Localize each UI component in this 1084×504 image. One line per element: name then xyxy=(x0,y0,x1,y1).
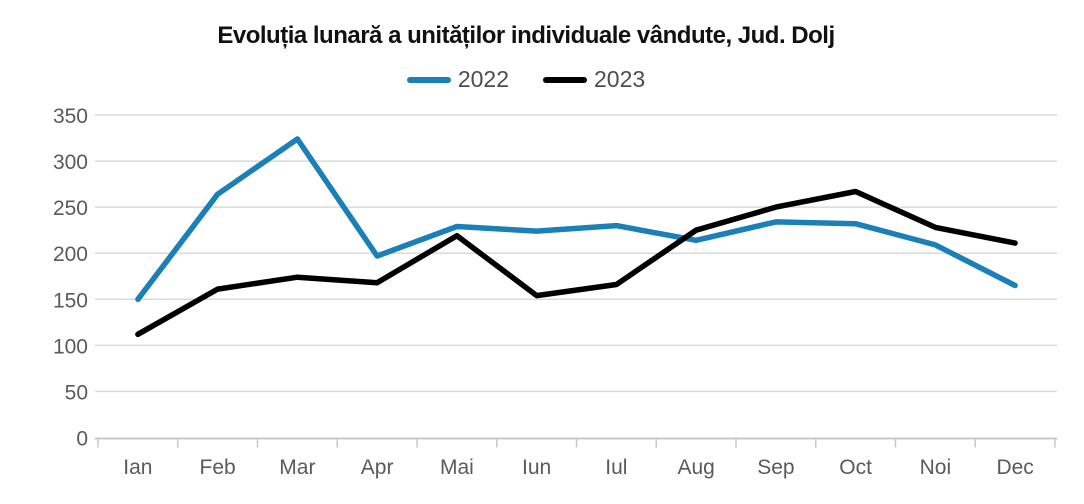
series-line-2022 xyxy=(135,136,1018,303)
y-axis-tick-label: 150 xyxy=(53,289,88,312)
x-axis-tick-label: Dec xyxy=(996,456,1033,479)
y-axis-tick-label: 200 xyxy=(53,243,88,266)
y-axis-tick-label: 0 xyxy=(76,428,88,451)
x-axis-tick-label: Sep xyxy=(757,456,794,479)
y-axis-tick-label: 250 xyxy=(53,197,88,220)
chart-header: Evoluția lunară a unităților individuale… xyxy=(0,0,1052,93)
y-axis-tick-label: 100 xyxy=(53,335,88,358)
chart-title: Evoluția lunară a unităților individuale… xyxy=(217,22,835,49)
y-axis-tick-label: 300 xyxy=(53,151,88,174)
legend-label-2023: 2023 xyxy=(594,66,646,92)
x-axis-tick-label: Oct xyxy=(839,456,872,479)
chart-legend: 2022 2023 xyxy=(0,66,1052,93)
x-axis-tick-label: Feb xyxy=(200,456,236,479)
y-axis-tick-label: 350 xyxy=(53,105,88,128)
legend-item-2023[interactable]: 2023 xyxy=(543,66,645,93)
legend-label-2022: 2022 xyxy=(457,66,509,92)
y-axis-tick-label: 50 xyxy=(65,381,88,404)
x-axis-tick-label: Iun xyxy=(522,456,551,479)
x-axis-tick-label: Noi xyxy=(920,456,952,479)
x-axis-tick-label: Iul xyxy=(605,456,627,479)
x-axis-tick-label: Ian xyxy=(123,456,152,479)
series-line-2023 xyxy=(135,188,1018,338)
x-axis-tick-label: Mai xyxy=(440,456,474,479)
legend-swatch-2022-line xyxy=(406,76,451,83)
legend-item-2022[interactable]: 2022 xyxy=(406,66,509,93)
legend-swatch-2023-line xyxy=(543,76,587,83)
x-axis-tick-label: Aug xyxy=(677,456,714,479)
x-axis-tick-label: Mar xyxy=(279,456,315,479)
x-axis-tick-label: Apr xyxy=(361,456,394,479)
